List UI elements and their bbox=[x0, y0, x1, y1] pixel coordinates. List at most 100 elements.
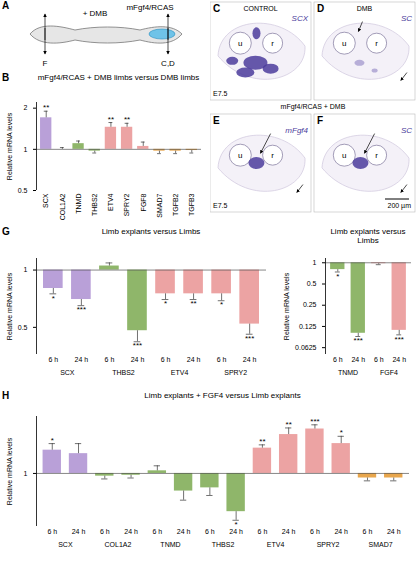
svg-text:u: u bbox=[238, 39, 242, 48]
svg-text:24 h: 24 h bbox=[187, 356, 201, 363]
svg-text:24 h: 24 h bbox=[351, 356, 365, 363]
svg-text:FGF4: FGF4 bbox=[380, 369, 398, 376]
svg-text:Relative mRNA levels: Relative mRNA levels bbox=[283, 272, 290, 340]
svg-text:6 h: 6 h bbox=[152, 528, 162, 535]
svg-text:24 h: 24 h bbox=[334, 528, 348, 535]
svg-text:r: r bbox=[375, 39, 378, 48]
svg-text:F: F bbox=[43, 59, 48, 68]
svg-text:6 h: 6 h bbox=[374, 356, 384, 363]
svg-text:TGFB2: TGFB2 bbox=[172, 193, 179, 216]
svg-text:SCX: SCX bbox=[58, 541, 73, 548]
svg-text:F: F bbox=[317, 115, 323, 126]
svg-text:*: * bbox=[52, 294, 55, 303]
svg-text:E7.5: E7.5 bbox=[213, 90, 228, 97]
svg-text:ETV4: ETV4 bbox=[267, 541, 285, 548]
svg-text:1: 1 bbox=[24, 470, 28, 477]
svg-text:Relative mRNA levels: Relative mRNA levels bbox=[6, 437, 13, 505]
svg-text:SMAD7: SMAD7 bbox=[156, 193, 163, 217]
svg-text:*: * bbox=[235, 520, 238, 529]
svg-text:200 µm: 200 µm bbox=[388, 202, 412, 210]
svg-text:**: ** bbox=[190, 299, 196, 308]
svg-text:FGF8: FGF8 bbox=[140, 193, 147, 211]
svg-text:2: 2 bbox=[24, 104, 28, 111]
svg-text:6 h: 6 h bbox=[310, 528, 320, 535]
svg-text:r: r bbox=[271, 39, 274, 48]
svg-text:mFgf4/RCAS: mFgf4/RCAS bbox=[126, 3, 173, 12]
svg-text:0.0625: 0.0625 bbox=[295, 344, 317, 351]
svg-text:0.5: 0.5 bbox=[18, 187, 28, 194]
svg-text:r: r bbox=[375, 151, 378, 160]
svg-text:COL1A2: COL1A2 bbox=[104, 541, 131, 548]
svg-text:0.5: 0.5 bbox=[307, 280, 317, 287]
svg-text:THBS2: THBS2 bbox=[212, 541, 235, 548]
svg-text:6 h: 6 h bbox=[363, 528, 373, 535]
svg-text:24 h: 24 h bbox=[124, 528, 138, 535]
svg-text:24 h: 24 h bbox=[392, 356, 406, 363]
svg-text:6 h: 6 h bbox=[105, 356, 115, 363]
svg-text:TGFB3: TGFB3 bbox=[188, 193, 195, 216]
svg-text:SCX: SCX bbox=[292, 14, 309, 23]
svg-text:SCX: SCX bbox=[60, 369, 75, 376]
svg-text:0.25: 0.25 bbox=[303, 301, 317, 308]
svg-text:SPRY2: SPRY2 bbox=[224, 369, 247, 376]
svg-text:TNMD: TNMD bbox=[338, 369, 358, 376]
svg-text:1: 1 bbox=[24, 266, 28, 273]
svg-text:24 h: 24 h bbox=[75, 356, 89, 363]
svg-text:***: *** bbox=[133, 341, 142, 350]
svg-text:6 h: 6 h bbox=[258, 528, 268, 535]
svg-text:24 h: 24 h bbox=[229, 528, 243, 535]
svg-text:C,D: C,D bbox=[161, 59, 175, 68]
svg-text:E: E bbox=[213, 115, 220, 126]
svg-text:0.5: 0.5 bbox=[18, 324, 28, 331]
svg-text:**: ** bbox=[108, 115, 114, 124]
svg-text:*: * bbox=[220, 300, 223, 309]
svg-text:6 h: 6 h bbox=[205, 528, 215, 535]
svg-text:u: u bbox=[238, 151, 242, 160]
svg-text:Relative mRNA levels: Relative mRNA levels bbox=[6, 112, 13, 180]
svg-text:24 h: 24 h bbox=[243, 356, 257, 363]
svg-text:*: * bbox=[164, 299, 167, 308]
svg-text:**: ** bbox=[259, 437, 265, 446]
svg-text:SC: SC bbox=[401, 126, 412, 135]
svg-text:SCX: SCX bbox=[42, 193, 49, 208]
svg-text:**: ** bbox=[124, 115, 130, 124]
svg-text:E7.5: E7.5 bbox=[213, 202, 228, 209]
svg-text:+ DMB: + DMB bbox=[83, 9, 108, 18]
svg-text:6 h: 6 h bbox=[47, 528, 57, 535]
svg-text:***: *** bbox=[395, 335, 404, 344]
svg-text:THBS2: THBS2 bbox=[112, 369, 135, 376]
svg-text:r: r bbox=[271, 151, 274, 160]
svg-text:***: *** bbox=[245, 334, 254, 343]
svg-text:24 h: 24 h bbox=[387, 528, 401, 535]
svg-text:mFgf4/RCAS + DMB: mFgf4/RCAS + DMB bbox=[281, 103, 346, 111]
svg-text:6 h: 6 h bbox=[100, 528, 110, 535]
svg-text:0.125: 0.125 bbox=[299, 323, 317, 330]
svg-text:CONTROL: CONTROL bbox=[243, 5, 277, 12]
svg-text:24 h: 24 h bbox=[131, 356, 145, 363]
svg-text:*: * bbox=[336, 272, 339, 281]
svg-text:SMAD7: SMAD7 bbox=[369, 541, 393, 548]
svg-text:*: * bbox=[340, 428, 343, 437]
svg-text:***: *** bbox=[310, 417, 319, 426]
svg-text:24 h: 24 h bbox=[282, 528, 296, 535]
svg-text:**: ** bbox=[286, 420, 292, 429]
svg-text:ETV4: ETV4 bbox=[107, 193, 114, 211]
svg-text:6 h: 6 h bbox=[333, 356, 343, 363]
svg-text:24 h: 24 h bbox=[72, 528, 86, 535]
svg-text:***: *** bbox=[77, 305, 86, 314]
svg-text:TNMD: TNMD bbox=[75, 194, 82, 214]
svg-text:Relative mRNA levels: Relative mRNA levels bbox=[6, 272, 13, 340]
svg-text:SPRY2: SPRY2 bbox=[317, 541, 340, 548]
svg-text:6 h: 6 h bbox=[48, 356, 58, 363]
svg-text:1: 1 bbox=[24, 146, 28, 153]
svg-text:TNMD: TNMD bbox=[160, 541, 180, 548]
svg-text:D: D bbox=[317, 3, 324, 14]
svg-text:THBS2: THBS2 bbox=[91, 193, 98, 216]
svg-text:**: ** bbox=[43, 103, 49, 112]
svg-text:*: * bbox=[51, 436, 54, 445]
svg-text:SPRY2: SPRY2 bbox=[123, 193, 130, 216]
svg-text:6 h: 6 h bbox=[217, 356, 227, 363]
svg-text:u: u bbox=[342, 39, 346, 48]
svg-text:ETV4: ETV4 bbox=[171, 369, 189, 376]
svg-text:24 h: 24 h bbox=[177, 528, 191, 535]
